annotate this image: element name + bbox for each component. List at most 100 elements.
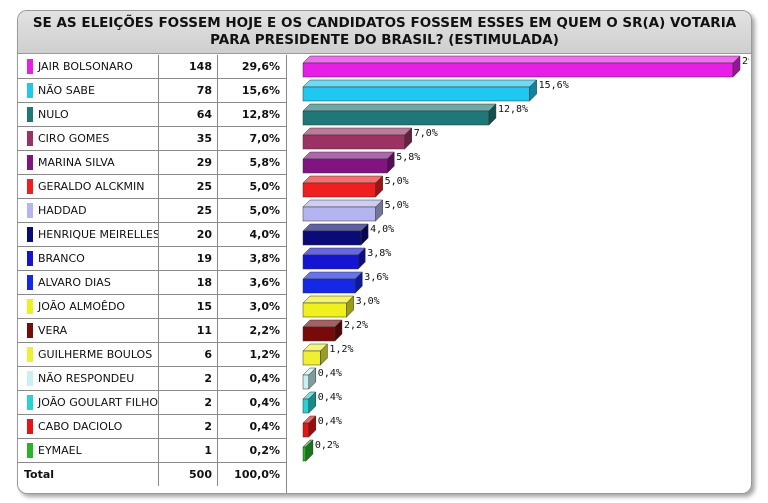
bar bbox=[302, 199, 384, 222]
bar-front-face bbox=[302, 446, 307, 462]
color-swatch bbox=[27, 131, 33, 146]
bar-chart: 29,6% 15,6% 12,8% 7,0% 5,8% 5,0% 5,0% 4,0% 3,8% 3… bbox=[302, 55, 749, 462]
bar-front-face bbox=[302, 134, 405, 150]
bar-front-face bbox=[302, 110, 490, 126]
bar-front-face bbox=[302, 182, 376, 198]
bar-top-face bbox=[302, 223, 369, 232]
table-row: CABO DACIOLO 2 0,4% bbox=[18, 415, 286, 439]
table-row: JOÃO GOULART FILHO 2 0,4% bbox=[18, 391, 286, 415]
table-row: GUILHERME BOULOS 6 1,2% bbox=[18, 343, 286, 367]
bar bbox=[302, 295, 355, 318]
data-label: 15,6% bbox=[539, 80, 569, 91]
data-label: 3,0% bbox=[356, 296, 380, 307]
vote-percent: 5,8% bbox=[249, 156, 280, 169]
bar-side-face bbox=[355, 271, 363, 294]
total-count: 500 bbox=[159, 463, 218, 486]
vote-count: 2 bbox=[159, 415, 218, 438]
table-row: GERALDO ALCKMIN 25 5,0% bbox=[18, 175, 286, 199]
bar-top-face bbox=[302, 151, 395, 160]
candidate-name: HENRIQUE MEIRELLES bbox=[18, 223, 159, 246]
candidate-name: EYMAEL bbox=[18, 439, 159, 462]
candidate-name: NULO bbox=[18, 103, 159, 126]
bar-side-face bbox=[357, 247, 366, 270]
color-swatch bbox=[27, 203, 33, 218]
table-row: VERA 11 2,2% bbox=[18, 319, 286, 343]
bar-side-face bbox=[360, 223, 369, 246]
vote-count: 78 bbox=[159, 79, 218, 102]
bar-top-face bbox=[302, 271, 363, 280]
data-label: 2,2% bbox=[344, 320, 368, 331]
color-swatch bbox=[27, 155, 33, 170]
bar bbox=[302, 151, 395, 174]
vote-count: 18 bbox=[159, 271, 218, 294]
bar-front-face bbox=[302, 302, 347, 318]
chart-title: SE AS ELEIÇÕES FOSSEM HOJE E OS CANDIDAT… bbox=[18, 11, 751, 54]
bar-side-face bbox=[375, 199, 383, 222]
bar-side-face bbox=[308, 367, 317, 390]
data-label: 0,4% bbox=[318, 416, 342, 427]
bar-side-face bbox=[529, 79, 537, 102]
bar bbox=[302, 343, 329, 366]
bar bbox=[302, 415, 317, 438]
vote-percent: 12,8% bbox=[241, 108, 280, 121]
bar-side-face bbox=[346, 295, 354, 318]
candidate-name: GERALDO ALCKMIN bbox=[18, 175, 159, 198]
candidate-name: JOÃO GOULART FILHO bbox=[18, 391, 159, 414]
vote-count: 15 bbox=[159, 295, 218, 318]
vote-percent: 7,0% bbox=[249, 132, 280, 145]
bar bbox=[302, 439, 314, 462]
bar-front-face bbox=[302, 326, 336, 342]
bar-side-face bbox=[308, 415, 317, 438]
color-swatch bbox=[27, 179, 33, 194]
vote-count: 25 bbox=[159, 175, 218, 198]
vote-percent: 5,0% bbox=[249, 204, 280, 217]
vote-count: 11 bbox=[159, 319, 218, 342]
data-label: 29,6% bbox=[742, 56, 749, 67]
color-swatch bbox=[27, 227, 33, 242]
bar-top-face bbox=[302, 103, 497, 112]
data-label: 12,8% bbox=[498, 104, 528, 115]
color-swatch bbox=[27, 371, 33, 386]
data-label: 5,8% bbox=[396, 152, 420, 163]
vote-count: 20 bbox=[159, 223, 218, 246]
vote-percent: 3,0% bbox=[249, 300, 280, 313]
bar-front-face bbox=[302, 350, 321, 366]
table-row: HENRIQUE MEIRELLES 20 4,0% bbox=[18, 223, 286, 247]
color-swatch bbox=[27, 419, 33, 434]
color-swatch bbox=[27, 275, 33, 290]
color-swatch bbox=[27, 83, 33, 98]
candidate-name: JAIR BOLSONARO bbox=[18, 55, 159, 78]
table-row: BRANCO 19 3,8% bbox=[18, 247, 286, 271]
vote-percent: 4,0% bbox=[249, 228, 280, 241]
vote-count: 148 bbox=[159, 55, 218, 78]
bar-side-face bbox=[732, 55, 741, 78]
table-row: NULO 64 12,8% bbox=[18, 103, 286, 127]
bar-side-face bbox=[488, 103, 497, 126]
data-label: 4,0% bbox=[370, 224, 394, 235]
bar bbox=[302, 367, 317, 390]
vote-count: 2 bbox=[159, 367, 218, 390]
vote-percent: 29,6% bbox=[241, 60, 280, 73]
bar-top-face bbox=[302, 247, 366, 256]
candidate-name: GUILHERME BOULOS bbox=[18, 343, 159, 366]
table-row: NÃO RESPONDEU 2 0,4% bbox=[18, 367, 286, 391]
bar-front-face bbox=[302, 278, 356, 294]
bar-top-face bbox=[302, 295, 355, 304]
candidate-name: HADDAD bbox=[18, 199, 159, 222]
vote-percent: 0,2% bbox=[249, 444, 280, 457]
bar-side-face bbox=[375, 175, 383, 198]
data-label: 5,0% bbox=[385, 176, 409, 187]
color-swatch bbox=[27, 299, 33, 314]
candidate-name: CIRO GOMES bbox=[18, 127, 159, 150]
bar-top-face bbox=[302, 79, 538, 88]
bar-side-face bbox=[334, 319, 343, 342]
data-label: 0,4% bbox=[318, 392, 342, 403]
data-label: 3,6% bbox=[364, 272, 388, 283]
bar-top-face bbox=[302, 127, 413, 136]
color-swatch bbox=[27, 59, 33, 74]
vote-percent: 0,4% bbox=[249, 420, 280, 433]
color-swatch bbox=[27, 251, 33, 266]
vote-percent: 2,2% bbox=[249, 324, 280, 337]
bar bbox=[302, 127, 413, 150]
bar bbox=[302, 55, 741, 78]
